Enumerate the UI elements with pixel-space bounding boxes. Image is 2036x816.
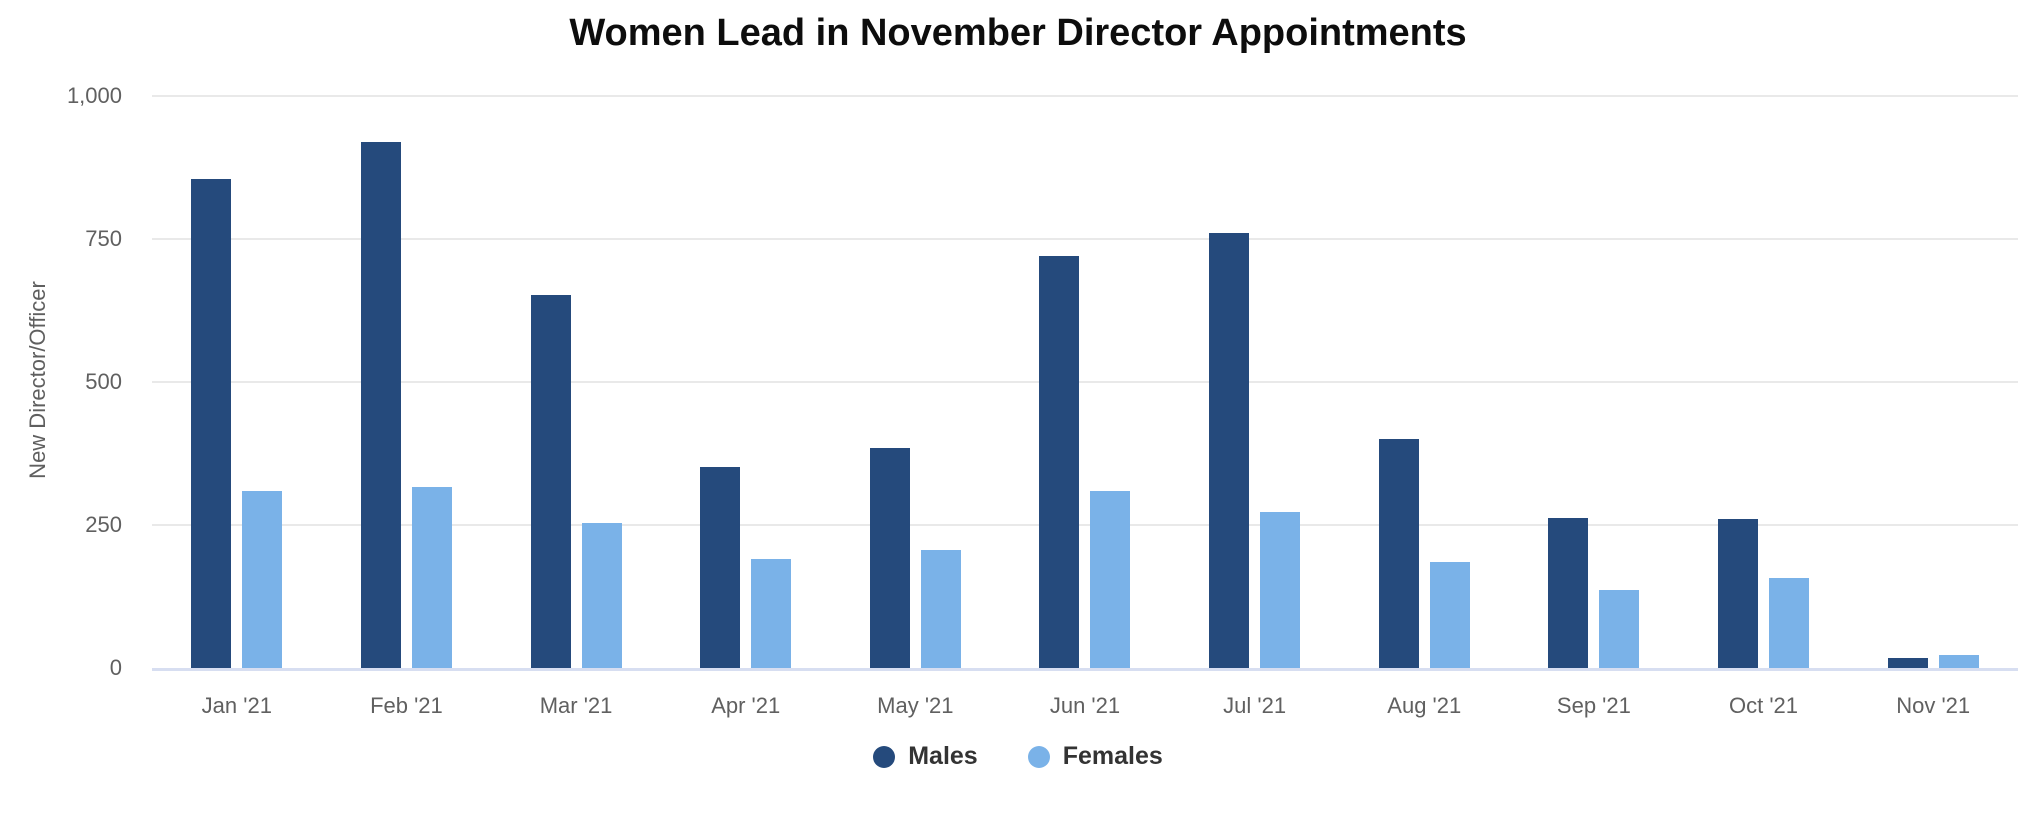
x-tick-label-jul-21: Jul '21 [1223, 693, 1287, 718]
bar-females-mar-21[interactable] [581, 522, 622, 668]
bar-group-oct-21 [1679, 96, 1849, 668]
x-tick-label-apr-21: Apr '21 [711, 693, 781, 718]
legend-swatch-males-icon [873, 745, 896, 768]
bar-group-feb-21 [322, 96, 492, 668]
x-tick-label-jan-21: Jan '21 [201, 693, 272, 718]
x-axis-baseline [152, 668, 2018, 671]
gridline-500 [152, 381, 2018, 383]
bar-females-jun-21[interactable] [1090, 491, 1131, 668]
bar-males-mar-21[interactable] [530, 295, 571, 668]
legend-label-females: Females [1062, 742, 1163, 770]
bar-males-may-21[interactable] [869, 447, 910, 668]
bar-males-jun-21[interactable] [1039, 256, 1080, 668]
y-tick-label-500: 500 [85, 369, 122, 394]
legend-swatch-females-icon [1027, 745, 1050, 768]
bar-females-nov-21[interactable] [1938, 654, 1979, 668]
bar-group-jul-21 [1170, 96, 1340, 668]
x-tick-label-may-21: May '21 [877, 693, 954, 718]
plot-area [152, 95, 2018, 671]
y-tick-label-250: 250 [85, 512, 122, 537]
bar-males-feb-21[interactable] [360, 141, 401, 668]
bar-males-aug-21[interactable] [1378, 439, 1419, 668]
bar-females-oct-21[interactable] [1769, 577, 1810, 668]
x-tick-label-nov-21: Nov '21 [1896, 693, 1971, 718]
bar-group-may-21 [831, 96, 1001, 668]
legend-item-males[interactable]: Males [873, 742, 978, 771]
bar-group-apr-21 [661, 96, 831, 668]
gridline-1000 [152, 95, 2018, 97]
chart-title: Women Lead in November Director Appointm… [569, 12, 1467, 54]
bar-group-mar-21 [491, 96, 661, 668]
bar-females-sep-21[interactable] [1599, 589, 1640, 668]
x-tick-label-oct-21: Oct '21 [1729, 693, 1799, 718]
bar-group-aug-21 [1339, 96, 1509, 668]
bar-group-jan-21 [152, 96, 322, 668]
bar-group-jun-21 [1000, 96, 1170, 668]
bar-males-jan-21[interactable] [191, 178, 232, 668]
bar-females-may-21[interactable] [920, 549, 961, 668]
x-tick-label-aug-21: Aug '21 [1387, 693, 1462, 718]
legend-item-females[interactable]: Females [1027, 742, 1163, 771]
legend: Males Females [0, 742, 2036, 771]
y-tick-label-1000: 1,000 [66, 83, 122, 108]
bar-males-nov-21[interactable] [1887, 657, 1928, 668]
y-tick-label-0: 0 [109, 655, 122, 680]
bar-males-jul-21[interactable] [1209, 233, 1250, 668]
x-axis-tick-labels: Jan '21 Feb '21 Mar '21 Apr '21 May '21 Jun '… [152, 692, 2018, 724]
gridline-250 [152, 524, 2018, 526]
gridline-750 [152, 238, 2018, 240]
bar-males-apr-21[interactable] [700, 467, 741, 668]
x-tick-label-mar-21: Mar '21 [539, 693, 613, 718]
x-tick-label-feb-21: Feb '21 [370, 693, 443, 718]
bar-males-sep-21[interactable] [1548, 518, 1589, 668]
bar-males-oct-21[interactable] [1718, 518, 1759, 668]
bar-females-feb-21[interactable] [411, 487, 452, 668]
y-axis-tick-labels: 0 250 500 750 1,000 [0, 83, 122, 680]
bar-group-sep-21 [1509, 96, 1679, 668]
bar-females-jan-21[interactable] [242, 491, 283, 668]
x-tick-label-jun-21: Jun '21 [1049, 693, 1121, 718]
bar-females-aug-21[interactable] [1429, 561, 1470, 668]
y-tick-label-750: 750 [85, 226, 122, 251]
bar-group-nov-21 [1848, 96, 2018, 668]
bar-females-apr-21[interactable] [751, 559, 792, 668]
legend-label-males: Males [908, 742, 978, 770]
x-tick-label-sep-21: Sep '21 [1556, 693, 1631, 718]
bar-females-jul-21[interactable] [1260, 511, 1301, 668]
